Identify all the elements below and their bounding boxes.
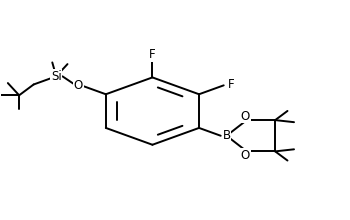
Text: O: O xyxy=(74,79,83,92)
Text: O: O xyxy=(241,149,250,162)
Text: F: F xyxy=(149,48,156,61)
Text: O: O xyxy=(241,110,250,123)
Text: Si: Si xyxy=(51,70,62,83)
Text: B: B xyxy=(223,129,231,142)
Text: F: F xyxy=(228,77,234,91)
